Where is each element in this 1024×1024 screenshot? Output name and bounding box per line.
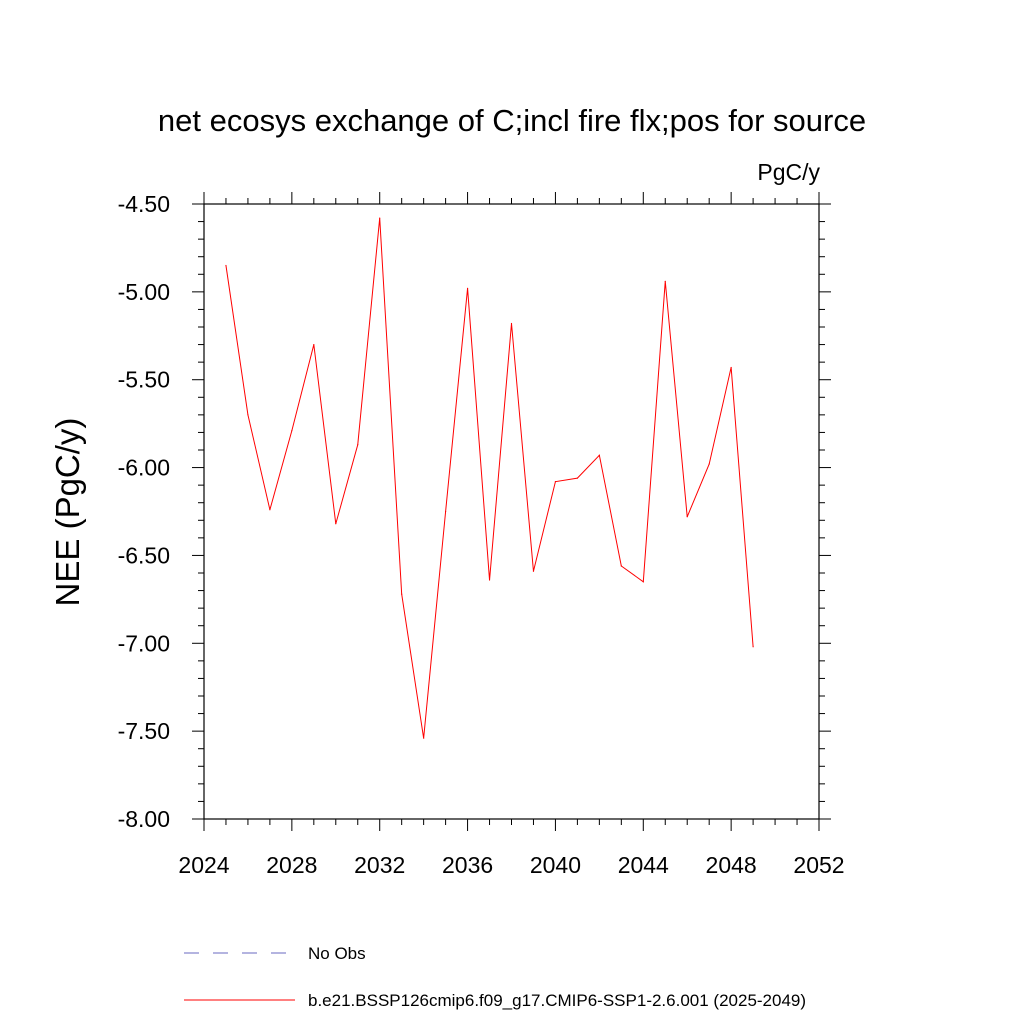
y-tick-label: -6.00: [118, 455, 170, 481]
y-tick-label: -7.00: [118, 630, 170, 656]
legend-label-1: b.e21.BSSP126cmip6.f09_g17.CMIP6-SSP1-2.…: [308, 991, 806, 1010]
y-tick-label: -5.00: [118, 279, 170, 305]
series-line-0: [225, 218, 754, 739]
data-point: [598, 454, 600, 456]
data-point: [335, 523, 337, 525]
chart-title: net ecosys exchange of C;incl fire flx;p…: [158, 103, 866, 138]
units-label: PgC/y: [757, 159, 820, 185]
data-point: [291, 430, 293, 432]
x-tick-label: 2032: [354, 852, 405, 878]
data-point: [313, 343, 315, 346]
y-tick-label: -5.50: [118, 367, 170, 393]
x-tick-label: 2048: [706, 852, 757, 878]
data-point: [752, 646, 754, 648]
x-tick-label: 2040: [530, 852, 581, 878]
data-point: [423, 737, 425, 739]
data-point: [708, 463, 710, 465]
data-point: [445, 510, 447, 513]
data-point: [532, 570, 535, 572]
data-point: [620, 565, 622, 567]
x-tick-label: 2052: [793, 852, 844, 878]
x-tick-label: 2036: [442, 852, 493, 878]
x-tick-label: 2024: [178, 852, 229, 878]
data-point: [466, 287, 469, 289]
data-point: [554, 481, 557, 483]
data-point: [379, 217, 381, 219]
data-point: [686, 516, 688, 518]
y-tick-label: -4.50: [118, 191, 170, 217]
y-tick-label: -7.50: [118, 718, 170, 744]
legend-label-0: No Obs: [308, 944, 366, 963]
data-point: [269, 509, 271, 511]
data-point: [664, 280, 666, 282]
data-point: [247, 414, 249, 416]
y-tick-label: -6.50: [118, 542, 170, 568]
y-tick-label: -8.00: [118, 806, 170, 832]
data-point: [225, 264, 227, 267]
x-tick-label: 2028: [266, 852, 317, 878]
data-point: [510, 322, 513, 325]
plot-frame: [203, 203, 820, 820]
data-point: [576, 477, 578, 479]
y-axis-label: NEE (PgC/y): [49, 418, 86, 607]
data-point: [642, 581, 644, 583]
x-tick-label: 2044: [618, 852, 669, 878]
data-point: [401, 593, 403, 595]
data-point: [730, 366, 732, 369]
data-point: [488, 579, 491, 581]
data-point: [357, 444, 359, 446]
